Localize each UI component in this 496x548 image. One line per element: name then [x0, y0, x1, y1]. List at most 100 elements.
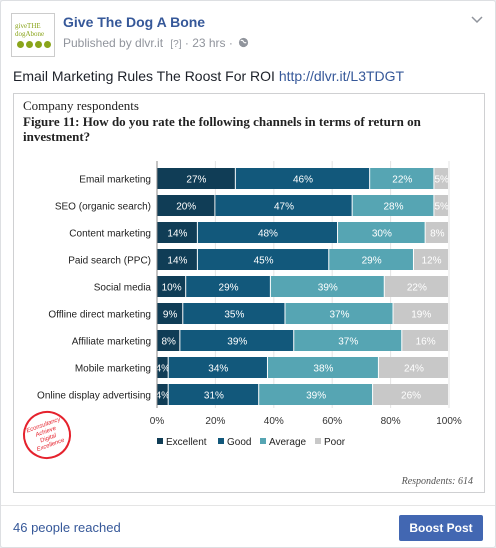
category-label: Online display advertising — [37, 391, 151, 402]
bar-segment — [378, 357, 448, 378]
logo-text: giveTHE dogAbone — [15, 22, 45, 38]
bar-segment — [157, 249, 197, 270]
data-label: 39% — [227, 337, 247, 348]
data-label: 4% — [156, 391, 171, 402]
globe-icon — [239, 37, 249, 48]
category-label: Content marketing — [69, 229, 151, 240]
data-label: 12% — [421, 256, 441, 267]
bar-segment — [197, 249, 329, 270]
data-label: 39% — [318, 283, 338, 294]
help-tag[interactable]: [?] — [170, 39, 182, 50]
data-label: 47% — [274, 202, 294, 213]
post-time[interactable]: · 23 hrs · — [184, 36, 233, 50]
post-text: Email Marketing Rules The Roost For ROI … — [13, 68, 404, 84]
bar-segment — [186, 276, 270, 297]
bar-segment — [235, 168, 370, 189]
bar-segment — [370, 168, 434, 189]
data-label: 10% — [162, 283, 182, 294]
data-label: 26% — [401, 391, 421, 402]
bar-segment — [157, 330, 180, 351]
category-label: Email marketing — [79, 175, 151, 186]
x-tick-label: 100% — [436, 416, 462, 427]
bar-segment — [180, 330, 294, 351]
chevron-down-icon[interactable] — [471, 13, 483, 25]
data-label: 22% — [407, 283, 427, 294]
bar-segment — [215, 195, 352, 216]
data-label: 37% — [338, 337, 358, 348]
legend-label: Average — [269, 437, 307, 448]
page-avatar[interactable]: giveTHE dogAbone — [11, 13, 55, 57]
data-label: 29% — [219, 283, 239, 294]
data-label: 31% — [204, 391, 224, 402]
x-tick-label: 20% — [205, 416, 225, 427]
data-label: 19% — [411, 310, 431, 321]
x-tick-label: 0% — [150, 416, 165, 427]
x-tick-label: 80% — [381, 416, 401, 427]
bar-segment — [168, 384, 259, 405]
data-label: 34% — [208, 364, 228, 375]
bar-segment — [168, 357, 267, 378]
data-label: 5% — [434, 175, 449, 186]
data-label: 39% — [306, 391, 326, 402]
bar-segment — [373, 384, 448, 405]
data-label: 29% — [362, 256, 382, 267]
bar-segment — [285, 303, 393, 324]
stacked-bar-chart: 0% 20% 40% 60% 80% 100% Email marketing 27% 46% 2… — [37, 161, 462, 448]
chart-title: Company respondents — [23, 98, 139, 113]
bar-segment — [157, 303, 183, 324]
data-label: 30% — [372, 229, 392, 240]
bar-segment — [425, 222, 448, 243]
chart-subtitle: Figure 11: How do you rate the following… — [23, 114, 421, 144]
legend-label: Good — [227, 437, 251, 448]
bar-segment — [197, 222, 338, 243]
bar-segment — [413, 249, 448, 270]
bar-segment — [402, 330, 448, 351]
legend-swatch — [157, 438, 163, 444]
boost-post-button[interactable]: Boost Post — [399, 515, 483, 541]
category-label: SEO (organic search) — [55, 202, 151, 213]
x-tick-label: 40% — [264, 416, 284, 427]
data-label: 14% — [167, 229, 187, 240]
page-name-link[interactable]: Give The Dog A Bone — [63, 14, 206, 30]
bar-segment — [157, 168, 235, 189]
data-label: 46% — [293, 175, 313, 186]
data-label: 37% — [329, 310, 349, 321]
legend-swatch — [260, 438, 266, 444]
bar-segment — [157, 222, 197, 243]
logo-dots — [17, 41, 51, 48]
bar-segment — [352, 195, 434, 216]
data-label: 27% — [186, 175, 206, 186]
bar-segment — [270, 276, 384, 297]
x-tick-label: 60% — [322, 416, 342, 427]
data-label: 45% — [254, 256, 274, 267]
data-label: 14% — [167, 256, 187, 267]
data-label: 4% — [156, 364, 171, 375]
bar-segment — [434, 168, 448, 189]
bar-segment — [157, 195, 215, 216]
bar-segment — [329, 249, 413, 270]
bar-segment — [393, 303, 448, 324]
bar-segment — [338, 222, 425, 243]
data-label: 5% — [434, 202, 449, 213]
respondents-note: Respondents: 614 — [401, 476, 473, 487]
data-label: 48% — [258, 229, 278, 240]
data-label: 8% — [430, 229, 445, 240]
data-label: 8% — [161, 337, 176, 348]
reach-link[interactable]: 46 people reached — [13, 520, 121, 535]
data-label: 9% — [163, 310, 178, 321]
post-link[interactable]: http://dlvr.it/L3TDGT — [278, 68, 405, 84]
bar-segment — [384, 276, 448, 297]
post-meta: Published by dlvr.it [?] · 23 hrs · — [63, 36, 249, 50]
data-label: 16% — [416, 337, 436, 348]
legend-label: Poor — [324, 437, 346, 448]
category-label: Social media — [94, 283, 152, 294]
post-message: Email Marketing Rules The Roost For ROI — [13, 68, 275, 84]
published-by[interactable]: Published by dlvr.it — [63, 36, 164, 50]
data-label: 35% — [224, 310, 244, 321]
category-label: Mobile marketing — [75, 364, 151, 375]
bar-segment — [157, 357, 168, 378]
category-label: Paid search (PPC) — [68, 256, 151, 267]
category-label: Affiliate marketing — [72, 337, 151, 348]
bar-segment — [259, 384, 373, 405]
